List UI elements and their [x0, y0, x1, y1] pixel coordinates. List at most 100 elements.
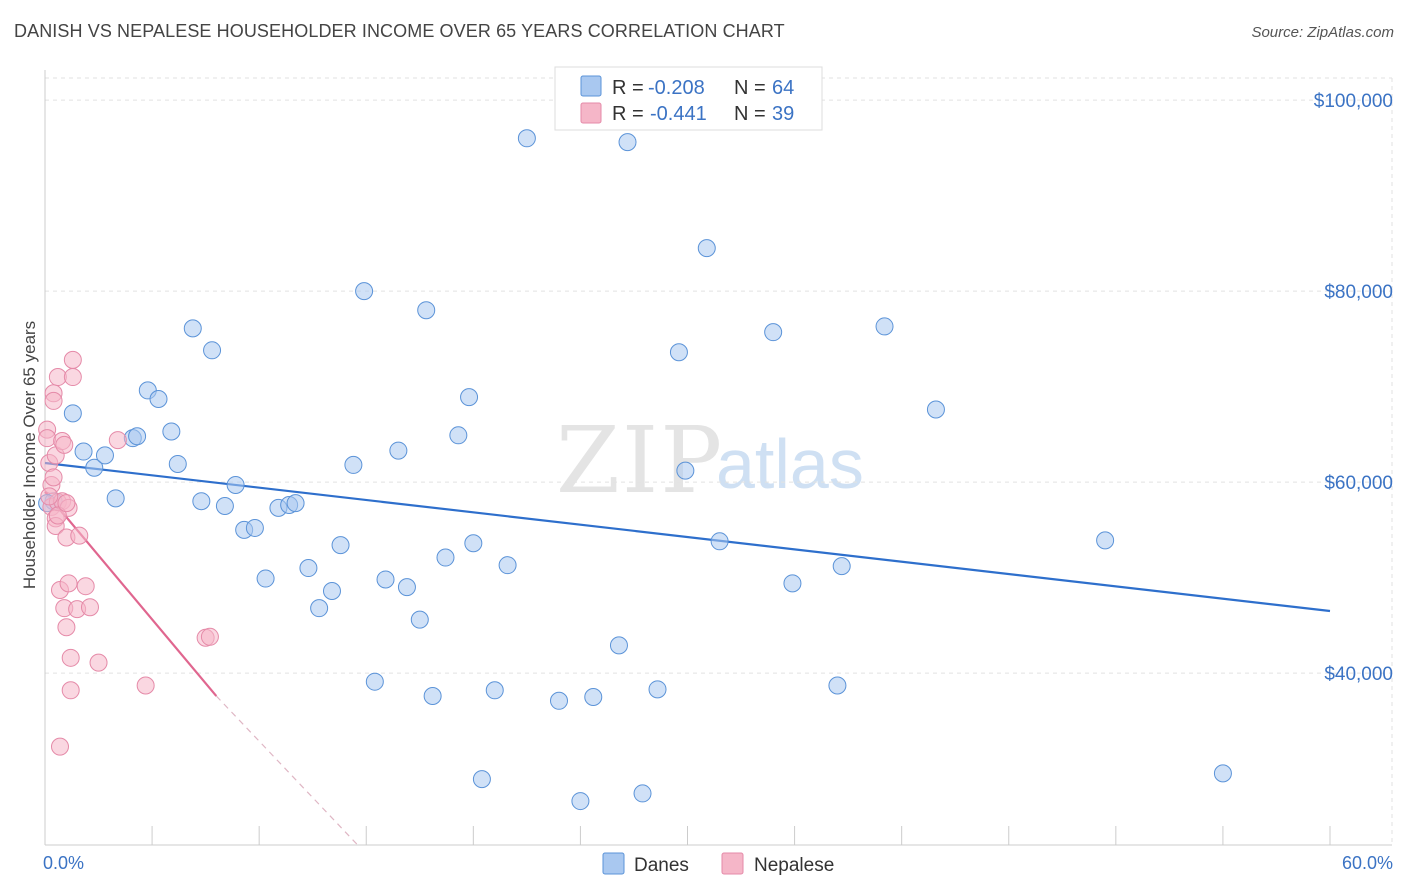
data-point-danes — [192, 492, 211, 511]
data-point-nepalese — [70, 526, 89, 545]
x-tick-label: 0.0% — [43, 853, 84, 873]
data-point-danes — [485, 681, 504, 700]
legend-n-value-nepalese: 39 — [772, 103, 794, 125]
bottom-legend-label-nepalese: Nepalese — [754, 855, 834, 876]
data-point-danes — [676, 461, 695, 480]
data-point-danes — [95, 446, 114, 465]
data-point-danes — [697, 239, 716, 258]
data-point-danes — [85, 458, 104, 477]
data-point-nepalese — [108, 431, 127, 450]
data-point-danes — [183, 319, 202, 338]
data-point-danes — [618, 133, 637, 152]
data-point-nepalese — [38, 429, 57, 448]
y-tick-label: $40,000 — [1324, 664, 1393, 685]
data-point-danes — [648, 680, 667, 699]
data-points — [38, 129, 1232, 811]
data-point-nepalese — [44, 391, 63, 410]
data-point-danes — [550, 691, 568, 710]
data-point-danes — [74, 442, 93, 461]
y-tick-labels: $40,000 $60,000 $80,000 $100,000 — [1314, 91, 1393, 685]
data-point-nepalese — [61, 648, 80, 667]
data-point-danes — [584, 687, 603, 706]
data-point-nepalese — [59, 574, 78, 593]
data-point-danes — [464, 534, 483, 553]
data-point-danes — [310, 599, 329, 618]
data-point-danes — [215, 496, 234, 515]
data-point-danes — [1096, 531, 1115, 550]
data-point-danes — [609, 636, 628, 655]
data-point-nepalese — [48, 506, 67, 525]
trend-line-danes — [44, 461, 1331, 613]
bottom-legend: Danes Nepalese — [602, 852, 834, 876]
data-point-nepalese — [80, 598, 99, 617]
data-point-nepalese — [50, 737, 69, 756]
watermark: ZIP atlas — [556, 407, 864, 514]
data-point-danes — [423, 687, 442, 706]
data-point-nepalese — [57, 618, 76, 637]
data-point-nepalese — [48, 368, 67, 387]
data-point-danes — [828, 676, 847, 695]
data-point-danes — [449, 426, 468, 445]
data-point-danes — [498, 556, 517, 575]
data-point-nepalese — [200, 627, 219, 646]
data-point-danes — [331, 536, 350, 555]
data-point-danes — [710, 532, 729, 551]
legend-swatch-nepalese — [580, 102, 602, 124]
data-point-danes — [669, 343, 688, 362]
data-point-nepalese — [44, 468, 63, 487]
data-point-danes — [203, 341, 222, 360]
data-point-danes — [365, 672, 384, 691]
data-point-danes — [322, 581, 341, 600]
data-point-danes — [226, 475, 245, 494]
data-point-nepalese — [63, 368, 82, 387]
data-point-danes — [417, 301, 436, 320]
legend-n-value-danes: 64 — [772, 77, 794, 99]
y-axis-title: Householder Income Over 65 years — [20, 321, 39, 589]
chart-title: DANISH VS NEPALESE HOUSEHOLDER INCOME OV… — [14, 21, 785, 41]
legend-n-label-danes: N = — [734, 77, 766, 99]
data-point-danes — [832, 557, 851, 576]
data-point-nepalese — [40, 487, 59, 506]
legend-r-value-nepalese: -0.441 — [650, 103, 707, 125]
data-point-danes — [436, 548, 455, 567]
watermark-atlas: atlas — [716, 425, 864, 503]
data-point-danes — [472, 770, 491, 789]
data-point-danes — [256, 569, 275, 588]
data-point-danes — [63, 404, 82, 423]
data-point-danes — [149, 390, 168, 409]
legend: R = -0.208 N = 64 R = -0.441 N = 39 — [554, 66, 823, 131]
data-point-nepalese — [76, 577, 95, 596]
x-tick-labels: 0.0% 60.0% — [43, 853, 1393, 873]
data-point-nepalese — [136, 676, 155, 695]
trend-line-extension-nepalese — [215, 695, 359, 846]
data-point-danes — [299, 559, 318, 578]
data-point-danes — [633, 784, 652, 803]
data-point-danes — [1213, 764, 1232, 783]
data-point-danes — [397, 578, 416, 597]
trend-line-nepalese — [44, 490, 218, 697]
data-point-danes — [286, 494, 305, 513]
legend-r-label-danes: R = — [612, 77, 644, 99]
y-tick-label: $100,000 — [1314, 91, 1393, 112]
data-point-danes — [168, 454, 187, 473]
watermark-zip: ZIP — [556, 407, 724, 514]
x-tick-label: 60.0% — [1342, 853, 1393, 873]
bottom-legend-label-danes: Danes — [634, 855, 689, 876]
data-point-danes — [783, 574, 802, 593]
data-point-danes — [245, 518, 264, 537]
data-point-nepalese — [57, 494, 76, 513]
y-tick-label: $80,000 — [1324, 282, 1393, 303]
data-point-danes — [460, 388, 479, 407]
data-point-danes — [106, 489, 125, 508]
legend-r-value-danes: -0.208 — [648, 77, 705, 99]
data-point-nepalese — [89, 653, 108, 672]
legend-r-label-nepalese: R = — [612, 103, 644, 125]
bottom-legend-swatch-danes — [602, 852, 625, 875]
data-point-danes — [344, 455, 363, 474]
data-point-danes — [389, 441, 408, 460]
data-point-nepalese — [63, 350, 82, 369]
legend-n-label-nepalese: N = — [734, 103, 766, 125]
data-point-nepalese — [61, 681, 80, 700]
trend-lines — [44, 461, 1331, 846]
